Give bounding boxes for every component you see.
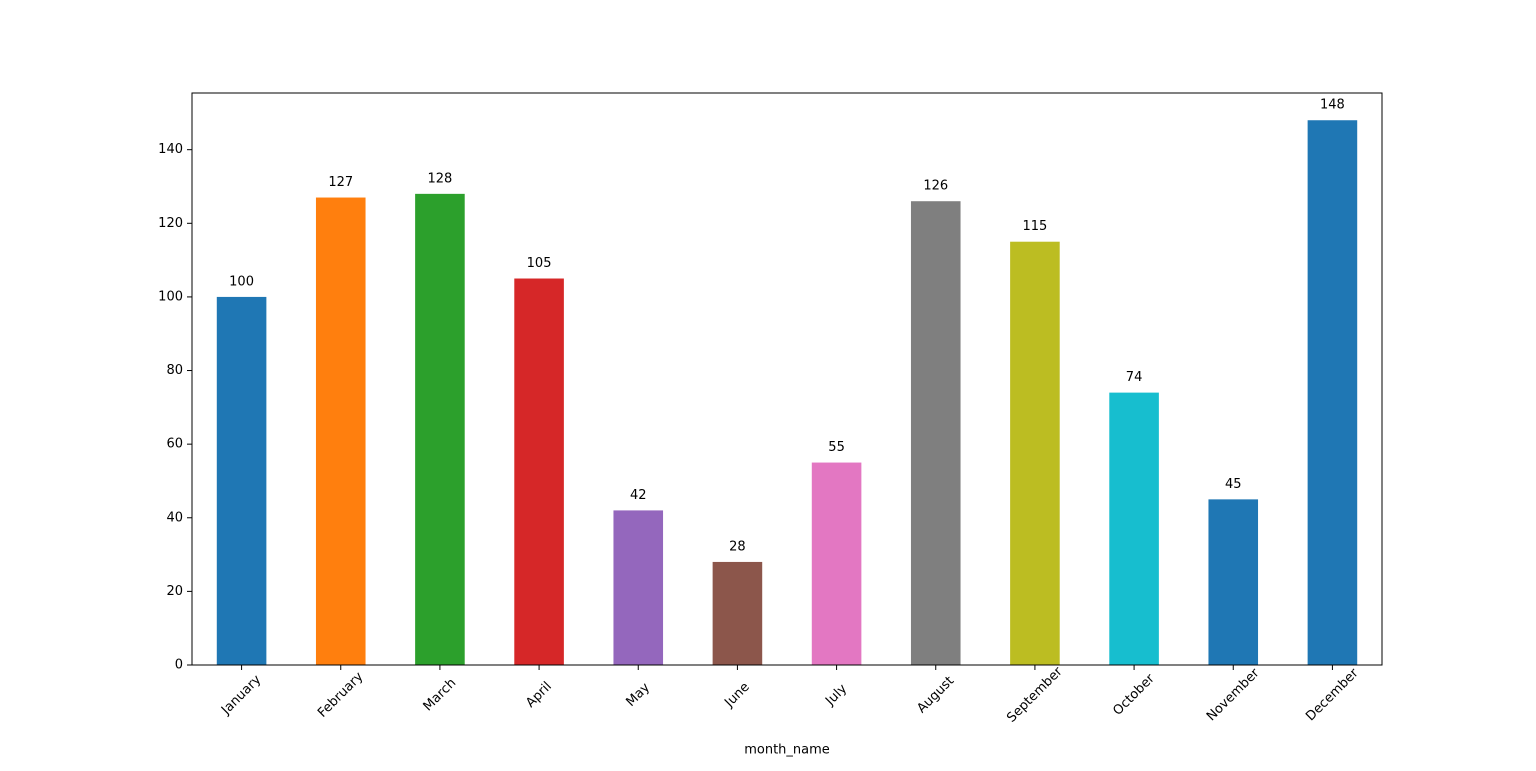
- bar: [712, 561, 763, 665]
- x-axis-label: month_name: [744, 743, 830, 758]
- bar: [1208, 499, 1259, 665]
- y-tick-label: 0: [175, 658, 183, 673]
- y-tick-label: 40: [166, 510, 183, 525]
- bar: [1010, 241, 1060, 666]
- y-tick-label: 120: [158, 216, 183, 231]
- bar: [910, 201, 961, 665]
- value-label: 126: [923, 179, 948, 194]
- value-label: 55: [828, 440, 845, 455]
- value-label: 148: [1320, 98, 1345, 113]
- value-label: 45: [1225, 477, 1242, 492]
- bar: [1307, 120, 1358, 665]
- y-tick-label: 100: [158, 289, 183, 304]
- bar: [811, 462, 862, 665]
- value-label: 127: [328, 175, 353, 190]
- value-label: 42: [630, 488, 647, 503]
- bar: [613, 510, 664, 665]
- value-label: 115: [1023, 219, 1048, 234]
- value-label: 28: [729, 539, 746, 554]
- bar: [415, 193, 465, 666]
- value-label: 74: [1126, 370, 1143, 385]
- y-tick-label: 20: [166, 584, 183, 599]
- bar: [216, 296, 267, 665]
- value-label: 128: [428, 171, 453, 186]
- bar: [514, 278, 564, 665]
- plot-frame: [191, 92, 1383, 666]
- value-label: 100: [229, 274, 254, 289]
- y-tick-label: 140: [158, 142, 183, 157]
- bar: [315, 197, 366, 665]
- bar: [1109, 392, 1159, 665]
- y-tick-label: 80: [166, 363, 183, 378]
- value-label: 105: [527, 256, 552, 271]
- y-tick-label: 60: [166, 437, 183, 452]
